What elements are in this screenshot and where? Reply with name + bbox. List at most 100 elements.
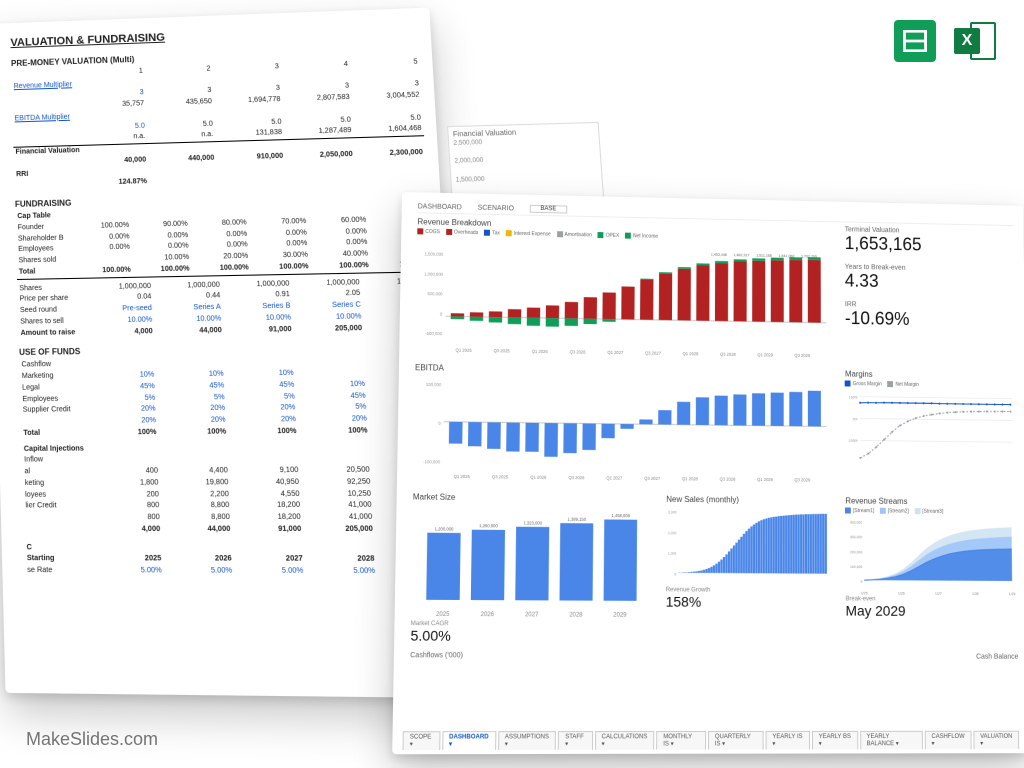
svg-text:Q3 2027: Q3 2027	[644, 476, 661, 481]
cap-table-rows: Founder100.00%90.00%80.00%70.00%60.00%50…	[15, 214, 432, 280]
svg-text:1,458,608: 1,458,608	[611, 513, 630, 518]
chart-title: Market Size	[413, 492, 653, 503]
svg-text:Q3 2028: Q3 2028	[720, 477, 737, 482]
svg-text:1,541,060: 1,541,060	[779, 255, 795, 259]
svg-text:1,200,000: 1,200,000	[435, 526, 455, 531]
svg-text:Q1 2026: Q1 2026	[532, 349, 549, 354]
tab-yearly balance[interactable]: YEARLY BALANCE ▾	[860, 731, 923, 750]
tab-dashboard[interactable]: DASHBOARD ▾	[442, 731, 496, 750]
breakeven-value: May 2029	[846, 603, 1018, 620]
svg-text:Q1 2028: Q1 2028	[683, 351, 700, 356]
revenue-streams-panel: Revenue Streams [Stream1][Stream2][Strea…	[845, 496, 1018, 645]
svg-text:Q1 2027: Q1 2027	[606, 476, 623, 481]
svg-text:1/28: 1/28	[972, 592, 979, 596]
svg-text:0: 0	[674, 572, 676, 576]
ebitda-chart: 100,000 0 -100,000 Q1 2025 Q3 2025 Q1 2026 Q3 …	[413, 375, 832, 487]
svg-text:0: 0	[440, 312, 443, 317]
excel-icon: X	[954, 20, 996, 62]
kpi-value: 4.33	[845, 271, 1015, 295]
tab-yearly bs[interactable]: YEARLY BS ▾	[812, 731, 858, 750]
svg-text:1,000: 1,000	[668, 552, 676, 556]
svg-text:1,389,150: 1,389,150	[568, 517, 587, 522]
svg-text:Q3 2025: Q3 2025	[492, 475, 509, 480]
svg-text:1,702,700: 1,702,700	[801, 255, 817, 259]
shares-block: Shares1,000,0001,000,0001,000,0001,000,0…	[17, 276, 436, 339]
svg-text:1,000,000: 1,000,000	[424, 272, 443, 277]
revenue-streams-chart: 400,000300,000200,000100,00001/251/261/2…	[845, 516, 1017, 598]
svg-text:Q1 2025: Q1 2025	[455, 348, 472, 353]
svg-text:100%: 100%	[849, 395, 859, 399]
svg-text:Q1 2026: Q1 2026	[530, 475, 547, 480]
dashboard-sheet: DASHBOARD SCENARIO BASE Revenue Breakdow…	[392, 192, 1024, 754]
margins-chart: 100% 0% -100%	[845, 389, 1016, 479]
tab-valuation[interactable]: VALUATION ▾	[973, 731, 1019, 749]
svg-text:1/29: 1/29	[1009, 593, 1016, 597]
svg-text:1/26: 1/26	[898, 592, 905, 596]
inflow-table: Inflowal4004,4009,10020,50023,000keting1…	[22, 453, 448, 536]
svg-text:200,000: 200,000	[850, 551, 863, 555]
tab-yearly is[interactable]: YEARLY IS ▾	[765, 731, 809, 750]
market-cagr-value: 5.00%	[410, 627, 651, 644]
svg-text:Q3 2029: Q3 2029	[794, 353, 810, 358]
kpi-value: -10.69%	[845, 308, 1015, 332]
scenario-label: SCENARIO	[478, 204, 514, 212]
chart-title: Revenue Streams	[845, 496, 1016, 507]
market-size-chart: 1,200,00020251,260,00020261,323,00020271…	[411, 504, 653, 622]
svg-text:1,511,188: 1,511,188	[756, 254, 772, 258]
svg-text:1/27: 1/27	[935, 592, 942, 596]
new-sales-chart: 3,0002,0001,0000	[666, 506, 832, 588]
svg-text:1,453,448: 1,453,448	[711, 253, 727, 257]
svg-text:Q1 2027: Q1 2027	[607, 350, 624, 355]
svg-text:1,500,000: 1,500,000	[425, 252, 444, 257]
chart-title: New Sales (monthly)	[666, 495, 832, 506]
svg-text:Q3 2026: Q3 2026	[570, 350, 587, 355]
tab-calculations[interactable]: CALCULATIONS ▾	[595, 731, 655, 750]
svg-text:0%: 0%	[853, 417, 859, 421]
tab-assumptions[interactable]: ASSUMPTIONS ▾	[498, 731, 557, 750]
svg-text:2029: 2029	[613, 613, 627, 619]
svg-text:Q3 2026: Q3 2026	[568, 475, 585, 480]
margins-legend: Gross MarginNet Margin	[845, 381, 1016, 390]
watermark: MakeSlides.com	[26, 729, 158, 750]
market-size-panel: Market Size 1,200,00020251,260,00020261,…	[410, 492, 652, 644]
svg-text:0: 0	[438, 421, 441, 426]
sheet-tabs: SCOPE ▾DASHBOARD ▾ASSUMPTIONS ▾STAFF ▾CA…	[402, 731, 1019, 750]
cash-balance-title: Cash Balance	[976, 653, 1018, 660]
tab-staff[interactable]: STAFF ▾	[558, 731, 593, 750]
tab-quarterly is[interactable]: QUARTERLY IS ▾	[708, 731, 764, 750]
svg-text:1,260,000: 1,260,000	[479, 523, 498, 528]
svg-text:100,000: 100,000	[426, 383, 442, 388]
app-icons: X	[894, 20, 996, 62]
revenue-breakdown-panel: Revenue Breakdown COGSOverheadsTaxIntere…	[415, 217, 831, 360]
svg-text:Q1 2025: Q1 2025	[454, 474, 471, 479]
svg-text:Q3 2029: Q3 2029	[794, 478, 810, 483]
rev-growth-value: 158%	[666, 594, 832, 611]
svg-text:3,000: 3,000	[668, 511, 676, 515]
use-of-funds-table: CashflowMarketing10%10%10%Legal45%45%45%…	[19, 355, 442, 440]
svg-text:Q3 2028: Q3 2028	[720, 352, 736, 357]
scenario-select[interactable]: BASE	[530, 205, 568, 214]
svg-text:2027: 2027	[525, 612, 539, 618]
new-sales-panel: New Sales (monthly) 3,0002,0001,0000 Rev…	[665, 495, 832, 645]
svg-text:-100,000: -100,000	[423, 460, 440, 465]
kpi-value: 1,653,165	[845, 233, 1015, 257]
tab-cashflow[interactable]: CASHFLOW ▾	[925, 731, 972, 749]
svg-text:2025: 2025	[436, 612, 450, 618]
google-sheets-icon	[894, 20, 936, 62]
dashboard-label: DASHBOARD	[418, 203, 462, 211]
svg-text:Q1 2029: Q1 2029	[757, 477, 773, 482]
tab-scope[interactable]: SCOPE ▾	[402, 731, 440, 750]
streams-legend: [Stream1][Stream2][Stream3]	[845, 508, 1017, 516]
kpi-panel: Terminal Valuation1,653,165 Years to Bre…	[845, 226, 1016, 362]
svg-text:-100%: -100%	[848, 439, 859, 443]
svg-text:1,482,317: 1,482,317	[733, 254, 749, 258]
svg-text:100,000: 100,000	[850, 565, 863, 569]
svg-text:Q3 2027: Q3 2027	[645, 351, 662, 356]
revenue-breakdown-chart: 1,500,0001,000,000500,0000-500,0001,453,…	[415, 237, 831, 360]
svg-text:2028: 2028	[569, 612, 583, 618]
svg-text:Q3 2025: Q3 2025	[494, 348, 511, 353]
svg-text:0: 0	[861, 580, 863, 584]
tab-monthly is[interactable]: MONTHLY IS ▾	[656, 731, 706, 750]
svg-text:1/25: 1/25	[861, 592, 868, 596]
c-section: C Starting20252026202720282029 se Rate5.…	[24, 542, 450, 578]
